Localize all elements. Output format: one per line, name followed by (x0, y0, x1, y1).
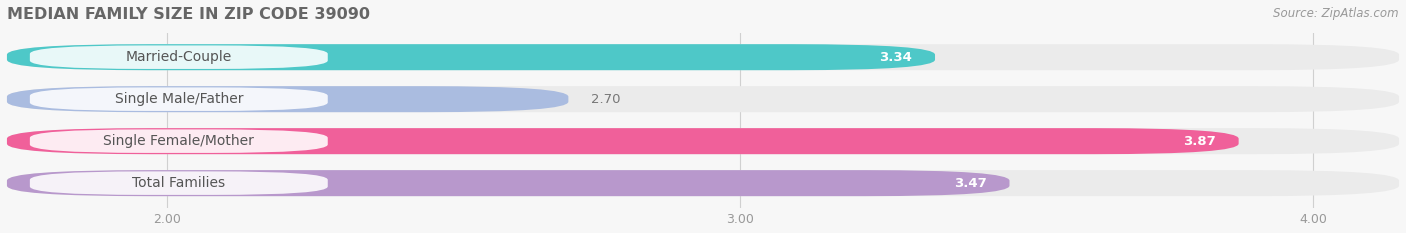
FancyBboxPatch shape (7, 44, 935, 70)
FancyBboxPatch shape (7, 86, 568, 112)
Text: 2.70: 2.70 (592, 93, 621, 106)
Text: 3.47: 3.47 (953, 177, 987, 190)
Text: MEDIAN FAMILY SIZE IN ZIP CODE 39090: MEDIAN FAMILY SIZE IN ZIP CODE 39090 (7, 7, 370, 22)
FancyBboxPatch shape (7, 170, 1399, 196)
FancyBboxPatch shape (7, 170, 1010, 196)
Text: 3.34: 3.34 (879, 51, 912, 64)
Text: Married-Couple: Married-Couple (125, 50, 232, 64)
FancyBboxPatch shape (30, 129, 328, 153)
FancyBboxPatch shape (7, 128, 1239, 154)
Text: Source: ZipAtlas.com: Source: ZipAtlas.com (1274, 7, 1399, 20)
FancyBboxPatch shape (30, 87, 328, 111)
FancyBboxPatch shape (7, 86, 1399, 112)
Text: 3.87: 3.87 (1182, 135, 1216, 148)
Text: Total Families: Total Families (132, 176, 225, 190)
FancyBboxPatch shape (30, 171, 328, 195)
FancyBboxPatch shape (7, 128, 1399, 154)
FancyBboxPatch shape (30, 45, 328, 69)
Text: Single Female/Mother: Single Female/Mother (104, 134, 254, 148)
Text: Single Male/Father: Single Male/Father (114, 92, 243, 106)
FancyBboxPatch shape (7, 44, 1399, 70)
